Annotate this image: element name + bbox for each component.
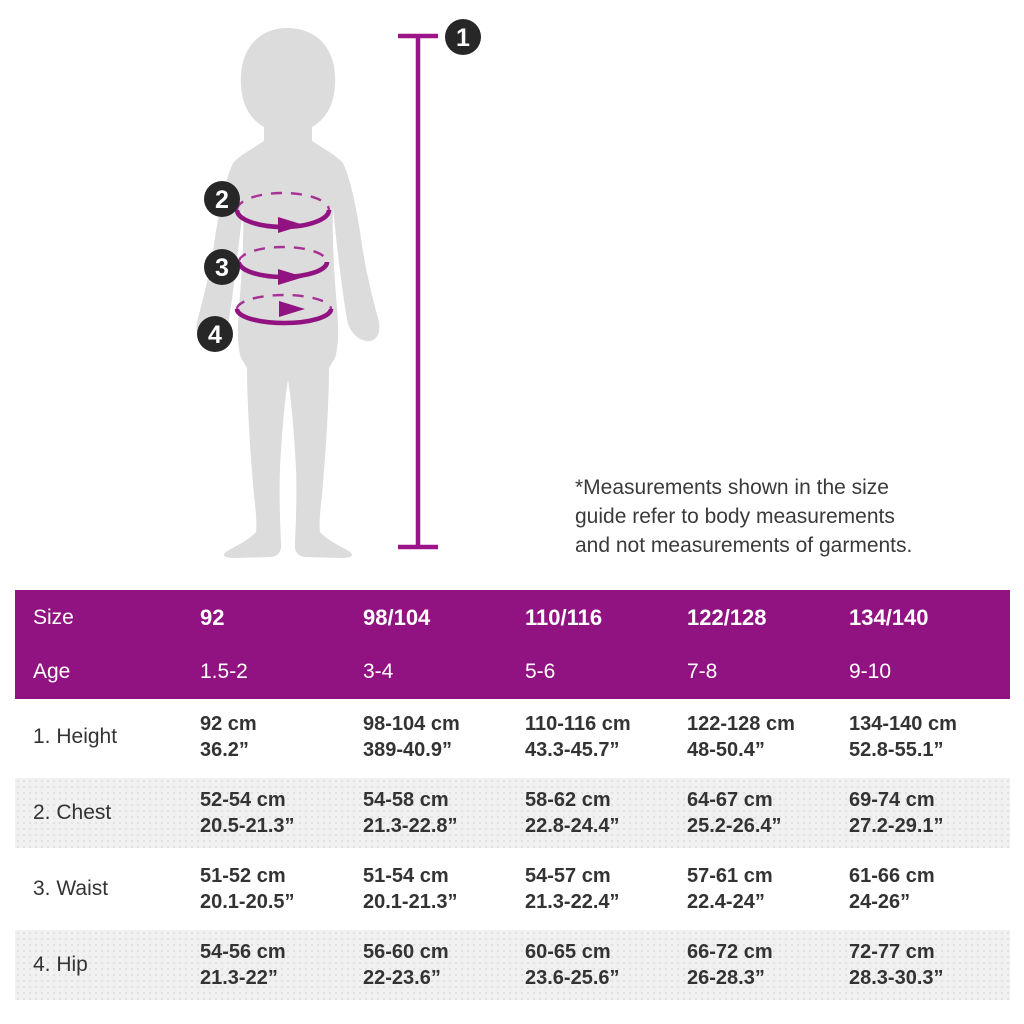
size-col-92: 92 [200,604,225,630]
size-col-110-116: 110/116 [525,604,603,630]
chest-cell-2: 54-58 cm 21.3-22.8” [363,789,458,837]
size-row-label: Size [33,605,74,629]
chest-cell-5: 69-74 cm 27.2-29.1” [849,789,944,837]
disclaimer-line-1: *Measurements shown in the size [575,476,889,499]
hip-cell-2: 56-60 cm 22-23.6” [363,941,449,989]
size-table: Size 92 98/104 110/116 122/128 134/140 A… [15,590,1010,1003]
marker-1-height: 1 [445,19,481,55]
age-col-3: 5-6 [525,660,556,683]
marker-2-chest: 2 [204,181,240,217]
table-row-height: 1. Height 92 cm 36.2” 98-104 cm 389-40.9… [15,699,1010,775]
waist-cell-3: 54-57 cm 21.3-22.4” [525,865,620,913]
chest-measure-ellipse [234,191,332,233]
height-cell-4: 122-128 cm 48-50.4” [687,713,795,761]
waist-measure-ellipse [236,245,330,285]
hip-cell-5: 72-77 cm 28.3-30.3” [849,941,944,989]
age-row-label: Age [33,660,71,683]
disclaimer-note: *Measurements shown in the size guide re… [575,473,912,560]
marker-4-number: 4 [208,321,222,349]
measurement-figure: 1 2 3 4 [196,19,481,558]
age-col-2: 3-4 [363,660,394,683]
table-row-chest: 2. Chest 52-54 cm 20.5-21.3” 54-58 cm 21… [15,775,1010,851]
height-cell-5: 134-140 cm 52.8-55.1” [849,713,957,761]
size-table-header: Size 92 98/104 110/116 122/128 134/140 A… [15,590,1010,699]
row-label-height: 1. Height [33,725,118,748]
marker-3-waist: 3 [204,249,240,285]
height-cell-2: 98-104 cm 389-40.9” [363,713,460,761]
age-col-5: 9-10 [849,660,892,683]
waist-arrow-icon [278,269,304,285]
table-row-waist: 3. Waist 51-52 cm 20.1-20.5” 51-54 cm 20… [15,851,1010,927]
waist-cell-5: 61-66 cm 24-26” [849,865,935,913]
size-col-134-140: 134/140 [849,604,929,630]
row-label-chest: 2. Chest [33,801,112,824]
disclaimer-line-2: guide refer to body measurements [575,505,895,528]
waist-cell-1: 51-52 cm 20.1-20.5” [200,865,295,913]
age-col-4: 7-8 [687,660,718,683]
hip-cell-4: 66-72 cm 26-28.3” [687,941,773,989]
header-size-row: Size 92 98/104 110/116 122/128 134/140 [15,590,1010,645]
marker-1-number: 1 [456,24,470,52]
chest-arrow-icon [278,217,304,233]
size-col-98-104: 98/104 [363,604,431,630]
header-age-row: Age 1.5-2 3-4 5-6 7-8 9-10 [15,645,1010,699]
height-cell-3: 110-116 cm 43.3-45.7” [525,713,631,761]
height-measure-line [398,33,438,550]
row-label-waist: 3. Waist [33,877,109,900]
hip-cell-1: 54-56 cm 21.3-22” [200,941,286,989]
marker-4-hip: 4 [197,316,233,352]
marker-3-number: 3 [215,254,229,282]
height-cell-1: 92 cm 36.2” [200,713,257,761]
size-col-122-128: 122/128 [687,604,767,630]
waist-cell-2: 51-54 cm 20.1-21.3” [363,865,458,913]
hip-measure-ellipse [234,293,334,326]
child-silhouette-graphic [196,28,380,558]
table-row-hip: 4. Hip 54-56 cm 21.3-22” 56-60 cm 22-23.… [15,927,1010,1003]
waist-cell-4: 57-61 cm 22.4-24” [687,865,773,913]
chest-cell-1: 52-54 cm 20.5-21.3” [200,789,295,837]
row-label-hip: 4. Hip [33,953,88,976]
hip-arrow-icon [279,301,305,317]
age-col-1: 1.5-2 [200,660,248,683]
marker-2-number: 2 [215,186,229,214]
chest-cell-3: 58-62 cm 22.8-24.4” [525,789,620,837]
hip-cell-3: 60-65 cm 23.6-25.6” [525,941,620,989]
disclaimer-line-3: and not measurements of garments. [575,534,913,557]
chest-cell-4: 64-67 cm 25.2-26.4” [687,789,782,837]
